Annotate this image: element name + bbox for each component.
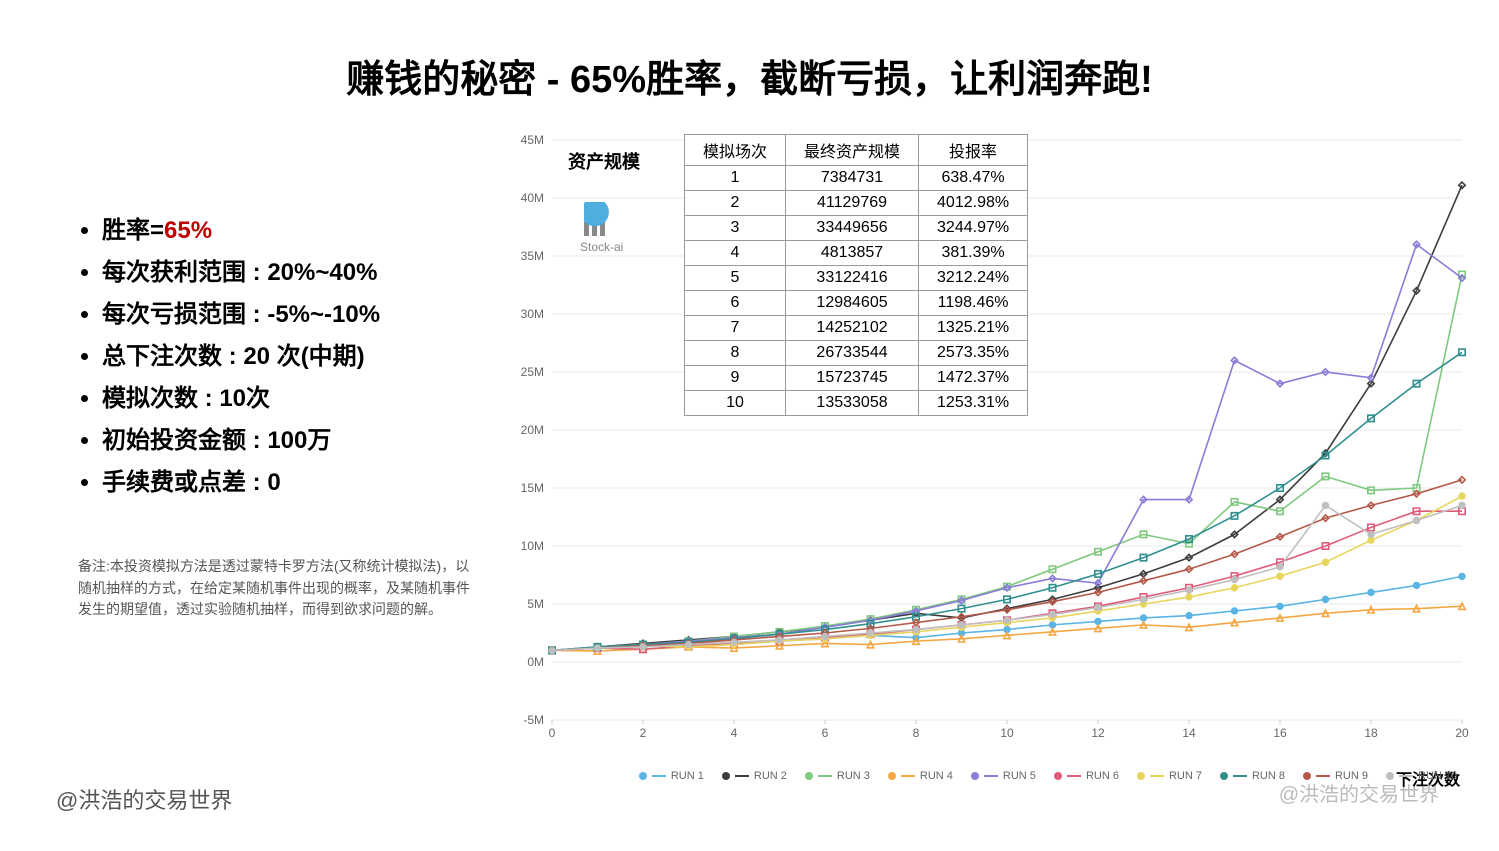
ytick: -5M [508, 713, 544, 727]
table-row: 5331224163212.24% [685, 266, 1028, 291]
xtick: 18 [1364, 726, 1377, 740]
table-header: 模拟场次 [685, 135, 786, 166]
legend-item: RUN 2 [722, 770, 787, 782]
ytick: 25M [508, 365, 544, 379]
legend-item: RUN 10 [1386, 770, 1457, 782]
table-header: 投报率 [919, 135, 1028, 166]
legend-item: RUN 6 [1054, 770, 1119, 782]
xtick: 20 [1455, 726, 1468, 740]
legend-item: RUN 5 [971, 770, 1036, 782]
table-row: 2411297694012.98% [685, 191, 1028, 216]
xtick: 12 [1091, 726, 1104, 740]
legend-item: RUN 4 [888, 770, 953, 782]
table-row: 3334496563244.97% [685, 216, 1028, 241]
legend-item: RUN 8 [1220, 770, 1285, 782]
bullet-loss-range: 每次亏损范围 : -5%~-10% [102, 294, 498, 336]
xtick: 6 [822, 726, 829, 740]
table-row: 17384731638.47% [685, 166, 1028, 191]
ytick: 10M [508, 539, 544, 553]
table-row: 8267335442573.35% [685, 341, 1028, 366]
table-row: 6129846051198.46% [685, 291, 1028, 316]
xtick: 0 [549, 726, 556, 740]
ytick: 15M [508, 481, 544, 495]
xtick: 4 [731, 726, 738, 740]
ytick: 30M [508, 307, 544, 321]
page-title: 赚钱的秘密 - 65%胜率，截断亏损，让利润奔跑! [0, 48, 1499, 103]
note-text: 备注:本投资模拟方法是透过蒙特卡罗方法(又称统计模拟法)，以随机抽样的方式，在给… [78, 556, 478, 621]
bullet-initial: 初始投资金额 : 100万 [102, 420, 498, 462]
xtick: 16 [1273, 726, 1286, 740]
table-row: 7142521021325.21% [685, 316, 1028, 341]
xtick: 14 [1182, 726, 1195, 740]
legend-item: RUN 3 [805, 770, 870, 782]
legend-item: RUN 7 [1137, 770, 1202, 782]
table-row: 10135330581253.31% [685, 391, 1028, 416]
ytick: 20M [508, 423, 544, 437]
bullet-winrate: 胜率=65% [102, 210, 498, 252]
bullet-profit-range: 每次获利范围 : 20%~40% [102, 252, 498, 294]
table-header: 最终资产规模 [786, 135, 919, 166]
xtick: 2 [640, 726, 647, 740]
bullet-sims: 模拟次数 : 10次 [102, 378, 498, 420]
bullet-fee: 手续费或点差 : 0 [102, 462, 498, 504]
bullet-bets: 总下注次数 : 20 次(中期) [102, 336, 498, 378]
table-row: 9157237451472.37% [685, 366, 1028, 391]
ytick: 0M [508, 655, 544, 669]
ytick: 5M [508, 597, 544, 611]
footer-handle: @洪浩的交易世界 [56, 783, 232, 815]
parameters-panel: 胜率=65% 每次获利范围 : 20%~40% 每次亏损范围 : -5%~-10… [78, 210, 498, 504]
ytick: 40M [508, 191, 544, 205]
ytick: 35M [508, 249, 544, 263]
table-row: 44813857381.39% [685, 241, 1028, 266]
xtick: 8 [913, 726, 920, 740]
simulation-chart: 资产规模 下注次数 Stock-ai -5M0M5M10M15M20M25M30… [508, 130, 1468, 790]
legend-item: RUN 1 [639, 770, 704, 782]
xtick: 10 [1000, 726, 1013, 740]
results-table: 模拟场次最终资产规模投报率17384731638.47%241129769401… [684, 134, 1028, 416]
chart-legend: RUN 1 RUN 2 RUN 3 RUN 4 RUN 5 RUN 6 RUN 7 RUN 8… [628, 770, 1468, 782]
ytick: 45M [508, 133, 544, 147]
legend-item: RUN 9 [1303, 770, 1368, 782]
